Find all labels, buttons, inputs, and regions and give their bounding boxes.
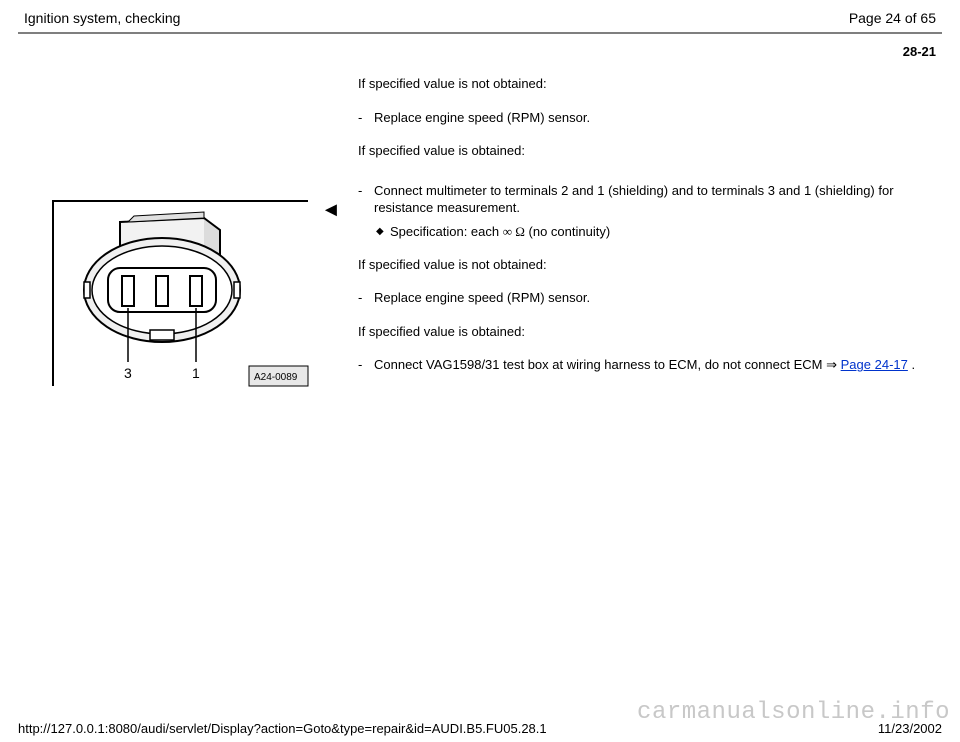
page-link[interactable]: Page 24-17 [841, 357, 908, 372]
connector-svg: 3 1 A24-0089 [54, 202, 310, 388]
footer-url: http://127.0.0.1:8080/audi/servlet/Displ… [18, 721, 547, 736]
spec-text: Specification: each ∞ Ω (no continuity) [390, 223, 610, 242]
paragraph: If specified value is obtained: [358, 323, 942, 341]
list-item: - Replace engine speed (RPM) sensor. [358, 289, 942, 307]
page-indicator: Page 24 of 65 [849, 10, 936, 26]
dash-icon: - [358, 289, 374, 307]
spec-suffix: (no continuity) [525, 224, 610, 239]
bullet-icon: ◆ [376, 223, 390, 242]
figure-tag: A24-0089 [254, 372, 298, 383]
text-fragment: Connect VAG1598/31 test box at wiring ha… [374, 357, 826, 372]
arrow-right-icon: ⇒ [826, 357, 837, 372]
connector-figure: 3 1 A24-0089 [52, 200, 308, 386]
spec-symbol: ∞ Ω [503, 224, 525, 239]
section-number: 28-21 [18, 44, 942, 59]
list-item-text: Replace engine speed (RPM) sensor. [374, 109, 590, 127]
spec-item: ◆ Specification: each ∞ Ω (no continuity… [376, 223, 942, 242]
doc-title: Ignition system, checking [24, 10, 180, 26]
pointer-arrow-icon: ◄ [321, 199, 341, 222]
list-item-text: Connect VAG1598/31 test box at wiring ha… [374, 356, 915, 374]
page-footer: http://127.0.0.1:8080/audi/servlet/Displ… [18, 721, 942, 736]
list-item-text: Connect multimeter to terminals 2 and 1 … [374, 182, 942, 217]
spec-prefix: Specification: each [390, 224, 503, 239]
footer-date: 11/23/2002 [878, 721, 942, 736]
figure-label-3: 3 [124, 365, 132, 381]
text-column: If specified value is not obtained: - Re… [358, 75, 942, 374]
paragraph: If specified value is obtained: [358, 142, 942, 160]
list-item: - Replace engine speed (RPM) sensor. [358, 109, 942, 127]
figure-label-1: 1 [192, 365, 200, 381]
content-area: 3 1 A24-0089 ◄ If specified value is not… [18, 75, 942, 374]
page: Ignition system, checking Page 24 of 65 … [0, 0, 960, 742]
dash-icon: - [358, 182, 374, 217]
paragraph: If specified value is not obtained: [358, 75, 942, 93]
header-rule [18, 32, 942, 34]
dash-icon: - [358, 109, 374, 127]
paragraph: If specified value is not obtained: [358, 256, 942, 274]
list-item: - Connect multimeter to terminals 2 and … [358, 182, 942, 217]
list-item-text: Replace engine speed (RPM) sensor. [374, 289, 590, 307]
list-item: - Connect VAG1598/31 test box at wiring … [358, 356, 942, 374]
text-fragment: . [908, 357, 915, 372]
page-header: Ignition system, checking Page 24 of 65 [18, 10, 942, 32]
dash-icon: - [358, 356, 374, 374]
